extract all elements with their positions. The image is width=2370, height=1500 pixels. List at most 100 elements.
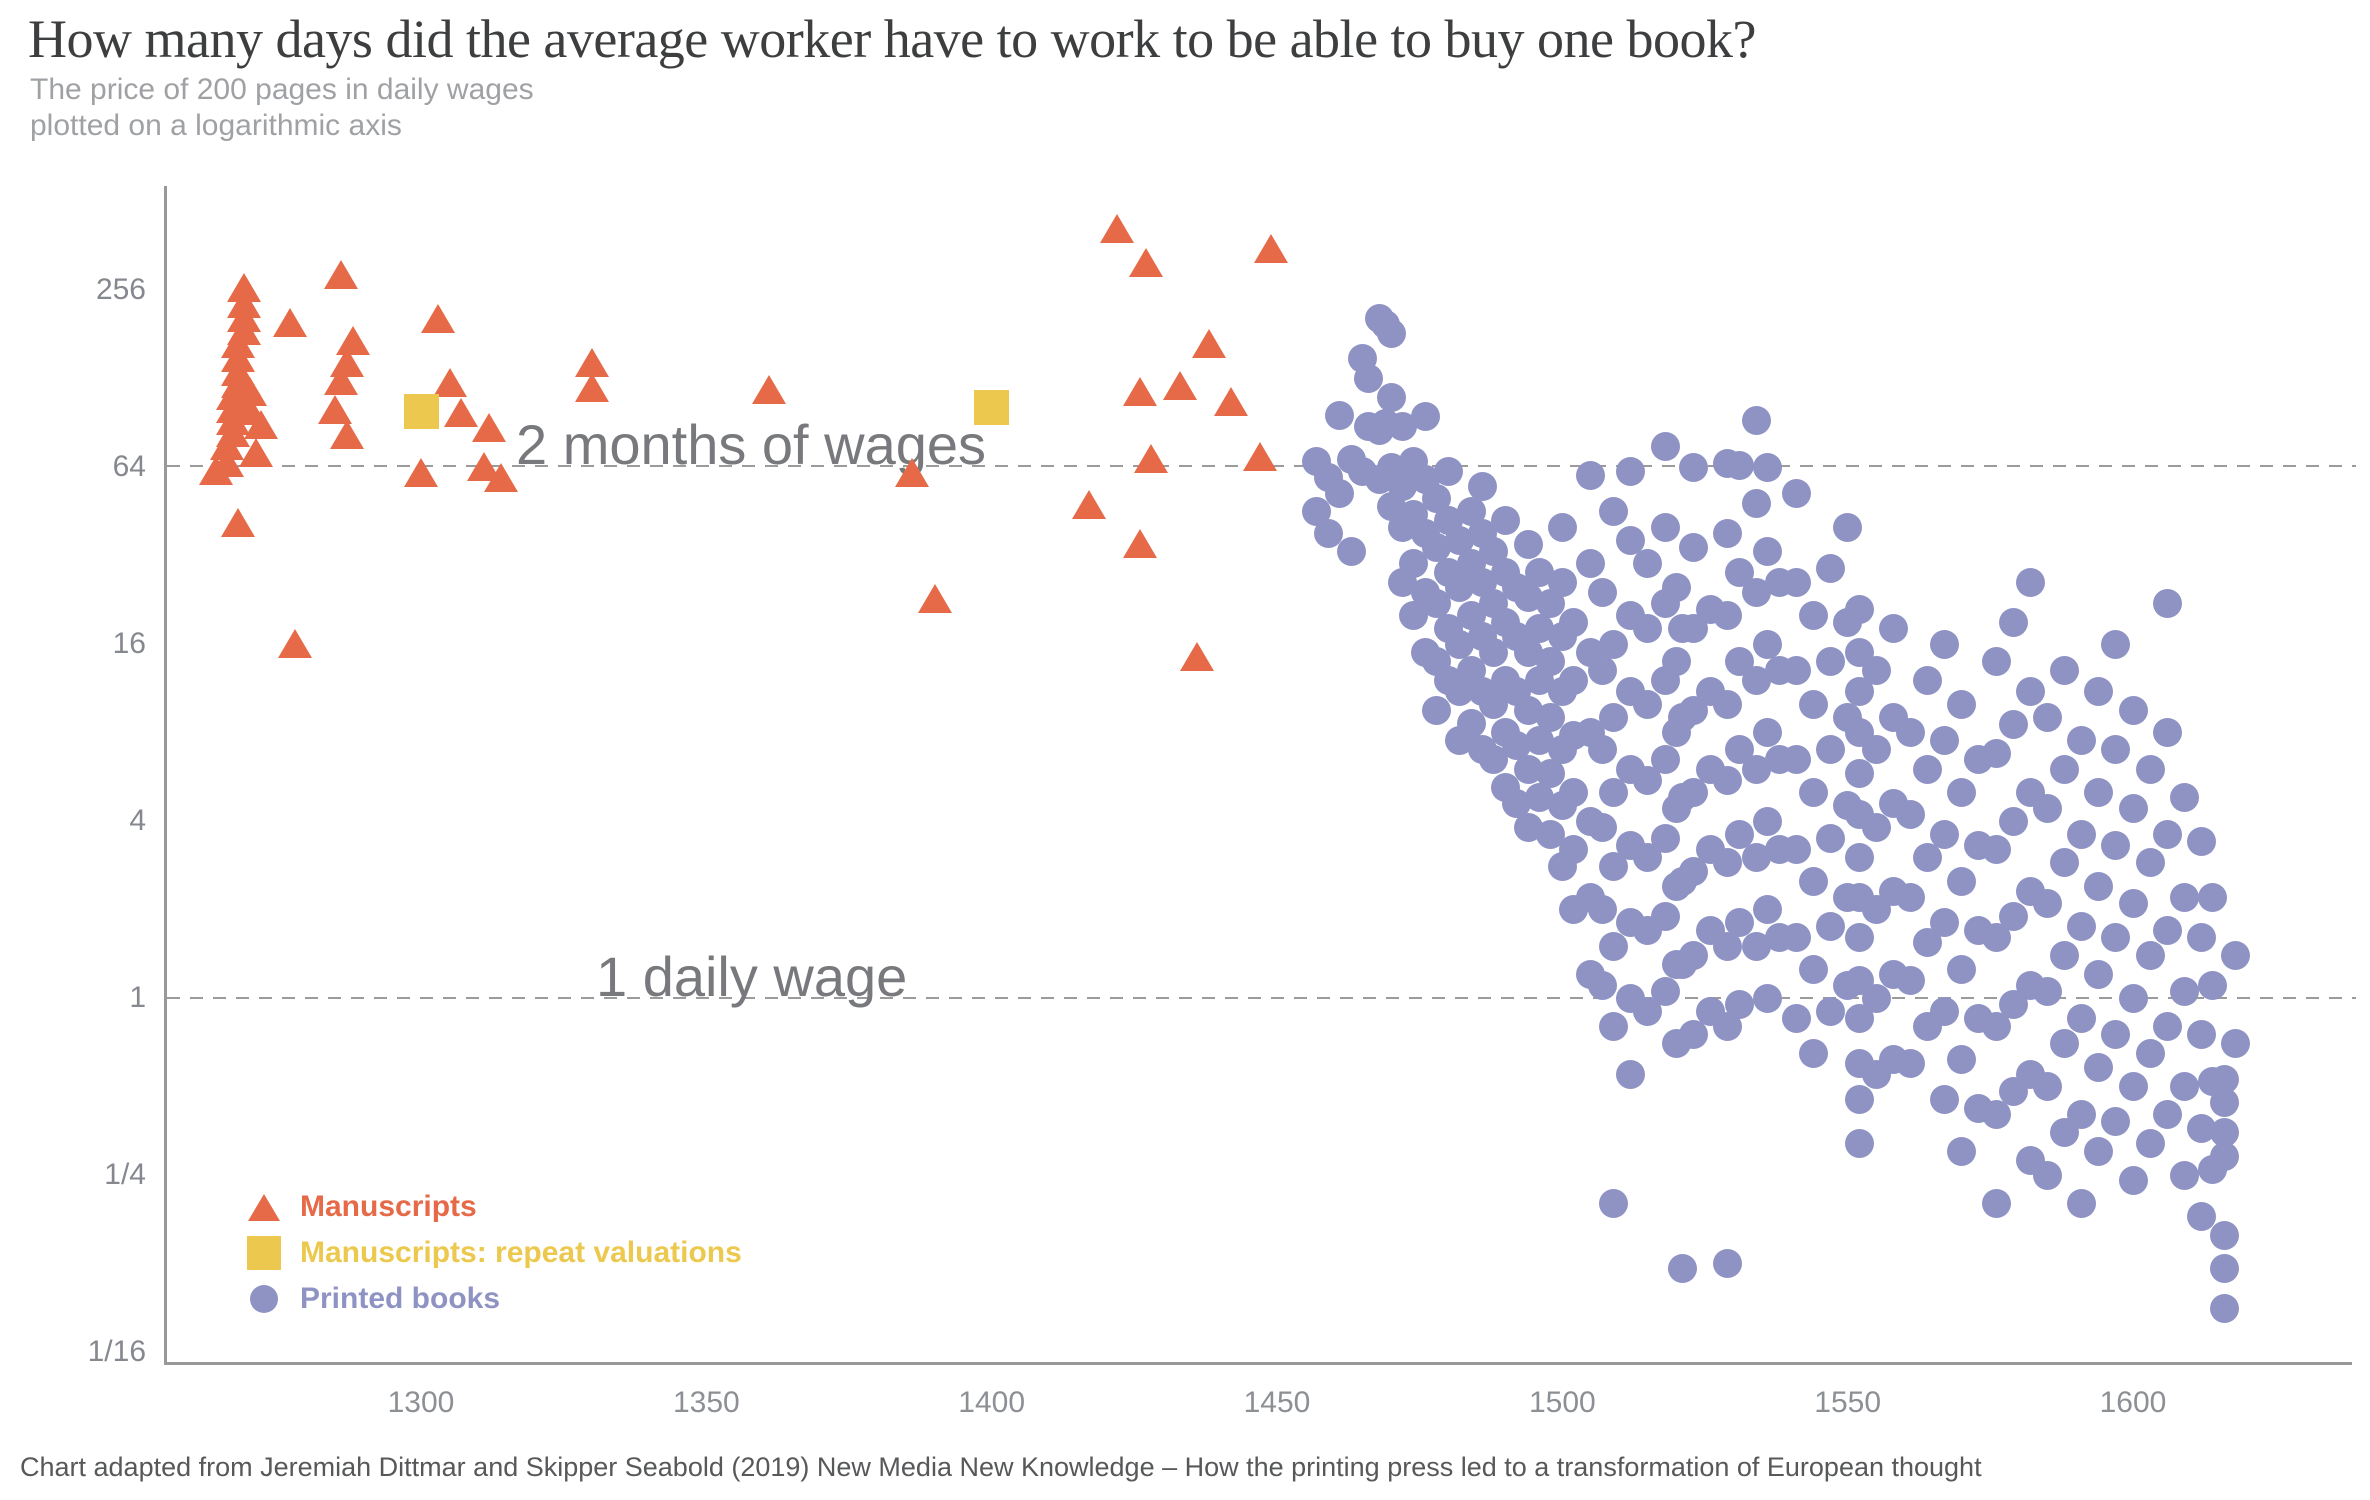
printed-book-point [1336, 537, 1366, 567]
printed-book-point [2152, 718, 2182, 747]
printed-book-point [1781, 923, 1811, 953]
printed-book-point [1833, 512, 1863, 542]
y-tick-label: 1/4 [104, 1158, 146, 1191]
printed-book-point [1895, 718, 1925, 747]
printed-book-point [1816, 735, 1846, 765]
printed-book-point [2084, 871, 2114, 901]
chart-subtitle: The price of 200 pages in daily wages pl… [30, 72, 534, 144]
printed-book-point [2118, 696, 2148, 726]
legend-item-printed-books: Printed books [246, 1276, 742, 1322]
printed-book-point [1798, 955, 1828, 984]
manuscript-point [404, 458, 438, 488]
printed-book-point [1816, 646, 1846, 676]
printed-book-point [2152, 915, 2182, 945]
printed-book-point [1844, 594, 1874, 624]
printed-book-point [2169, 1160, 2199, 1190]
printed-book-point [1490, 506, 1520, 536]
y-tick-label: 256 [95, 273, 146, 306]
printed-book-point [2084, 1137, 2114, 1167]
manuscript-point [1242, 442, 1277, 472]
printed-book-point [1599, 1011, 1629, 1041]
printed-book-point [1422, 696, 1452, 726]
repeat-valuation-point [974, 389, 1010, 425]
printed-book-point [1998, 901, 2028, 931]
printed-book-point [2084, 677, 2114, 707]
manuscript-point [272, 307, 307, 337]
printed-book-point [1650, 977, 1680, 1007]
manuscript-point [1162, 370, 1197, 400]
printed-book-point [1930, 908, 1960, 938]
printed-book-point [1913, 666, 1943, 696]
printed-book-point [1895, 1048, 1925, 1078]
printed-book-point [2050, 656, 2080, 685]
printed-book-point [2050, 847, 2080, 877]
printed-book-point [1325, 479, 1355, 508]
printed-book-point [1861, 813, 1891, 843]
printed-book-point [1559, 778, 1589, 807]
manuscript-point [483, 462, 518, 492]
printed-book-point [2067, 1004, 2097, 1034]
printed-book-point [2050, 754, 2080, 784]
manuscript-point [232, 376, 267, 406]
manuscript-point [244, 410, 279, 440]
printed-book-point [1599, 1188, 1629, 1218]
printed-book-point [2015, 677, 2045, 707]
printed-book-point [2067, 912, 2097, 942]
legend-label-repeat-valuations: Manuscripts: repeat valuations [300, 1236, 742, 1269]
printed-book-point [1998, 806, 2028, 836]
printed-book-point [2101, 1020, 2131, 1050]
printed-book-point [1878, 614, 1908, 644]
printed-book-point [1844, 843, 1874, 873]
x-tick-label: 1600 [2099, 1386, 2167, 1419]
y-tick-label: 1 [129, 981, 146, 1014]
printed-book-point [1844, 1128, 1874, 1158]
printed-book-point [1981, 646, 2011, 676]
printed-book-point [2118, 794, 2148, 824]
printed-book-point [1753, 718, 1783, 747]
printed-book-point [1861, 983, 1891, 1013]
printed-book-point [1616, 456, 1646, 486]
manuscript-point [443, 397, 478, 427]
printed-book-point [2152, 588, 2182, 618]
printed-book-point [2209, 1088, 2239, 1118]
printed-book-point [1781, 834, 1811, 864]
printed-book-point [1661, 646, 1691, 676]
printed-book-point [2067, 1100, 2097, 1130]
printed-book-point [1753, 629, 1783, 659]
printed-book-point [1781, 479, 1811, 508]
legend-label-manuscripts: Manuscripts [300, 1190, 477, 1223]
printed-book-point [1998, 710, 2028, 740]
printed-book-point [1433, 456, 1463, 486]
printed-book-point [1587, 735, 1617, 765]
y-tick-label: 1/16 [87, 1335, 146, 1368]
printed-book-point [1861, 735, 1891, 765]
printed-book-point [2067, 819, 2097, 849]
printed-book-point [1930, 629, 1960, 659]
printed-book-point [1325, 400, 1355, 430]
printed-book-point [2209, 1254, 2239, 1284]
manuscript-point [1123, 528, 1158, 558]
printed-book-point [1724, 908, 1754, 938]
x-tick-label: 1350 [672, 1386, 740, 1419]
printed-book-point [1599, 702, 1629, 732]
printed-book-point [2152, 1100, 2182, 1130]
printed-book-point [1895, 882, 1925, 912]
printed-book-point [1947, 866, 1977, 896]
legend-item-repeat-valuations: Manuscripts: repeat valuations [246, 1230, 742, 1276]
manuscript-point [221, 508, 256, 537]
printed-book-point [1713, 1249, 1743, 1278]
printed-book-point [1650, 512, 1680, 542]
printed-book-point [1798, 601, 1828, 630]
x-tick-label: 1550 [1814, 1386, 1882, 1419]
printed-book-point [1410, 402, 1440, 432]
printed-book-point [1713, 689, 1743, 719]
printed-book-point [1679, 940, 1709, 970]
printed-book-point [1798, 1038, 1828, 1068]
printed-book-point [1616, 1059, 1646, 1089]
printed-book-point [2032, 1072, 2062, 1101]
printed-book-point [1587, 813, 1617, 843]
y-tick-label: 4 [129, 804, 146, 837]
legend: Manuscripts Manuscripts: repeat valuatio… [246, 1184, 742, 1322]
printed-book-point [1861, 656, 1891, 685]
